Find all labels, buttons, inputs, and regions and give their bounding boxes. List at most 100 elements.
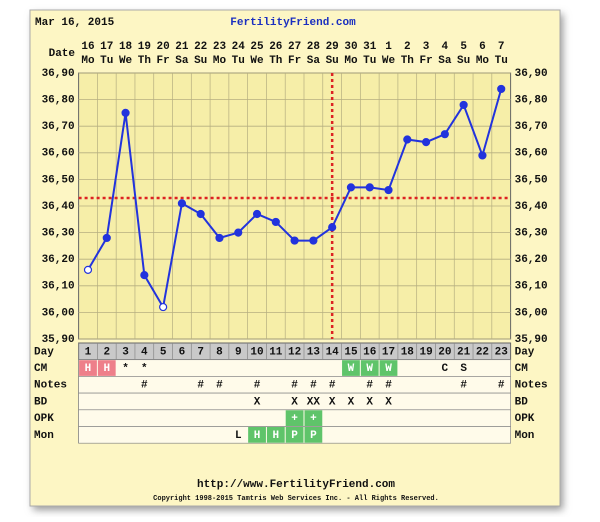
cycle-day: 8	[216, 346, 223, 358]
row-label-right: Mon	[515, 430, 535, 442]
cell-text: #	[216, 380, 223, 392]
x-tick-label: 20	[157, 41, 170, 53]
cell-text: X	[329, 396, 336, 408]
cycle-day: 16	[363, 346, 376, 358]
row-label: BD	[34, 396, 48, 408]
cycle-day: 22	[476, 346, 489, 358]
cycle-day: 17	[382, 346, 395, 358]
cycle-day: 6	[179, 346, 186, 358]
cycle-day: 11	[269, 346, 283, 358]
x-tick-label: 23	[213, 41, 227, 53]
x-tick-label: 27	[288, 41, 301, 53]
cell-text: #	[329, 380, 336, 392]
weekday-label: We	[382, 55, 396, 67]
temperature-point	[215, 233, 224, 243]
weekday-label: We	[119, 55, 133, 67]
cell-text: #	[498, 380, 505, 392]
cell-text: X	[348, 396, 355, 408]
cell-text: #	[385, 380, 392, 392]
x-tick-label: 28	[307, 41, 321, 53]
temperature-point	[271, 217, 280, 227]
weekday-label: Su	[457, 55, 470, 67]
chart-date: Mar 16, 2015	[35, 17, 115, 29]
x-tick-label: 1	[385, 41, 392, 53]
row-label: Notes	[34, 380, 67, 392]
temperature-point	[440, 130, 449, 139]
x-tick-label: 25	[250, 41, 264, 53]
weekday-label: Su	[194, 55, 207, 67]
x-tick-label: 2	[404, 41, 411, 53]
temperature-point	[234, 228, 243, 237]
weekday-label: Th	[401, 55, 414, 67]
cell-text: C	[442, 363, 449, 375]
weekday-label: Sa	[307, 55, 321, 67]
temperature-point	[384, 185, 393, 195]
cycle-day: 19	[419, 346, 432, 358]
x-axis-label: Date	[49, 48, 76, 60]
weekday-label: Mo	[81, 55, 95, 67]
y-tick-label: 36,80	[42, 95, 75, 107]
weekday-label: Th	[138, 55, 151, 67]
cell-text: X	[366, 396, 373, 408]
cell-text: *	[122, 363, 129, 375]
y-tick-label: 35,90	[42, 334, 75, 346]
weekday-label: Su	[326, 55, 339, 67]
weekday-label: Mo	[476, 55, 490, 67]
y-tick-label: 36,10	[42, 281, 75, 293]
weekday-label: Tu	[495, 55, 508, 67]
day-row-label-right: Day	[515, 346, 535, 358]
cycle-day: 5	[160, 346, 167, 358]
weekday-label: Tu	[363, 55, 376, 67]
row-label-right: OPK	[515, 413, 535, 425]
cycle-day: 14	[326, 346, 340, 358]
cycle-day: 13	[307, 346, 321, 358]
temperature-point	[252, 209, 262, 219]
cell-text: H	[103, 363, 110, 375]
weekday-label: Th	[269, 55, 282, 67]
footer-url: http://www.FertilityFriend.com	[197, 479, 395, 491]
y-tick-label-right: 36,30	[515, 228, 548, 240]
temperature-point	[478, 151, 487, 160]
x-tick-label: 5	[460, 41, 467, 53]
day-row-label: Day	[34, 346, 54, 358]
cell-text: H	[273, 430, 280, 442]
temperature-point	[196, 209, 205, 219]
chart-title: FertilityFriend.com	[230, 17, 356, 29]
cell-text: X	[385, 396, 392, 408]
cycle-day: 9	[235, 346, 242, 358]
cycle-day: 1	[85, 346, 92, 358]
x-tick-label: 19	[138, 41, 151, 53]
cell-text: #	[460, 380, 467, 392]
y-tick-label-right: 36,40	[515, 201, 548, 213]
weekday-label: Sa	[438, 55, 452, 67]
temperature-point	[83, 265, 93, 274]
x-tick-label: 31	[363, 41, 377, 53]
cell-text: X	[254, 396, 261, 408]
cycle-day: 18	[401, 346, 415, 358]
x-tick-label: 29	[326, 41, 339, 53]
y-tick-label: 36,70	[42, 121, 75, 133]
cell-highlight	[79, 360, 97, 376]
cycle-day: 7	[197, 346, 204, 358]
x-tick-label: 22	[194, 41, 207, 53]
cell-text: #	[310, 380, 317, 392]
x-tick-label: 17	[100, 41, 113, 53]
cell-text: S	[460, 363, 467, 375]
x-tick-label: 30	[344, 41, 357, 53]
y-tick-label-right: 36,90	[515, 68, 548, 80]
cell-text: *	[141, 363, 148, 375]
y-tick-label: 36,60	[42, 148, 75, 160]
weekday-label: Tu	[100, 55, 113, 67]
cell-highlight	[248, 427, 266, 443]
y-tick-label-right: 36,80	[515, 95, 548, 107]
cell-text: H	[85, 363, 92, 375]
cell-highlight	[285, 427, 304, 443]
y-tick-label-right: 36,20	[515, 254, 548, 266]
cell-highlight	[285, 410, 304, 426]
cell-highlight	[304, 410, 323, 426]
cycle-day: 12	[288, 346, 301, 358]
cell-text: +	[291, 413, 298, 425]
weekday-label: Mo	[213, 55, 227, 67]
